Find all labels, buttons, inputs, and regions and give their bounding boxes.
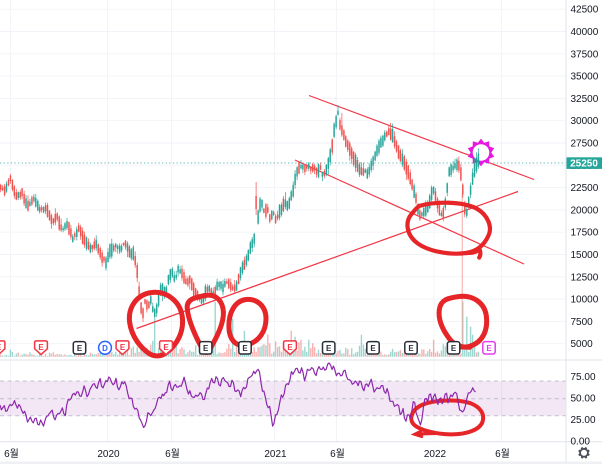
svg-text:75.00: 75.00 — [571, 372, 596, 383]
svg-text:E: E — [163, 343, 169, 352]
svg-text:6월: 6월 — [165, 448, 180, 460]
svg-text:17500: 17500 — [571, 228, 599, 239]
svg-text:7500: 7500 — [571, 317, 594, 328]
svg-text:37500: 37500 — [571, 49, 599, 60]
svg-text:E: E — [242, 344, 248, 353]
svg-text:40000: 40000 — [571, 27, 599, 38]
svg-text:25.00: 25.00 — [571, 415, 596, 426]
svg-text:E: E — [326, 344, 332, 353]
svg-text:E: E — [287, 343, 293, 352]
svg-text:10000: 10000 — [571, 295, 599, 306]
svg-text:E: E — [0, 343, 2, 352]
svg-text:E: E — [120, 343, 126, 352]
svg-text:15000: 15000 — [571, 250, 599, 261]
svg-text:35000: 35000 — [571, 72, 599, 83]
svg-text:27500: 27500 — [571, 139, 599, 150]
svg-text:2022: 2022 — [424, 449, 447, 460]
svg-text:50.00: 50.00 — [571, 394, 596, 405]
svg-text:2020: 2020 — [97, 449, 120, 460]
svg-text:5000: 5000 — [571, 339, 594, 350]
svg-text:22500: 22500 — [571, 183, 599, 194]
svg-text:D: D — [102, 344, 108, 353]
svg-text:30000: 30000 — [571, 116, 599, 127]
svg-text:E: E — [370, 344, 376, 353]
svg-text:E: E — [408, 344, 414, 353]
svg-text:6월: 6월 — [330, 448, 345, 460]
svg-text:E: E — [451, 344, 457, 353]
svg-text:E: E — [203, 344, 209, 353]
svg-text:32500: 32500 — [571, 94, 599, 105]
svg-text:25250: 25250 — [570, 159, 598, 170]
svg-text:6월: 6월 — [4, 448, 19, 460]
svg-text:42500: 42500 — [571, 5, 599, 16]
svg-text:E: E — [77, 344, 83, 353]
svg-text:E: E — [38, 343, 44, 352]
svg-text:12500: 12500 — [571, 272, 599, 283]
svg-text:2021: 2021 — [264, 449, 287, 460]
svg-text:20000: 20000 — [571, 205, 599, 216]
svg-text:E: E — [486, 344, 492, 353]
svg-text:0.00: 0.00 — [571, 436, 591, 447]
svg-text:6월: 6월 — [495, 448, 510, 460]
